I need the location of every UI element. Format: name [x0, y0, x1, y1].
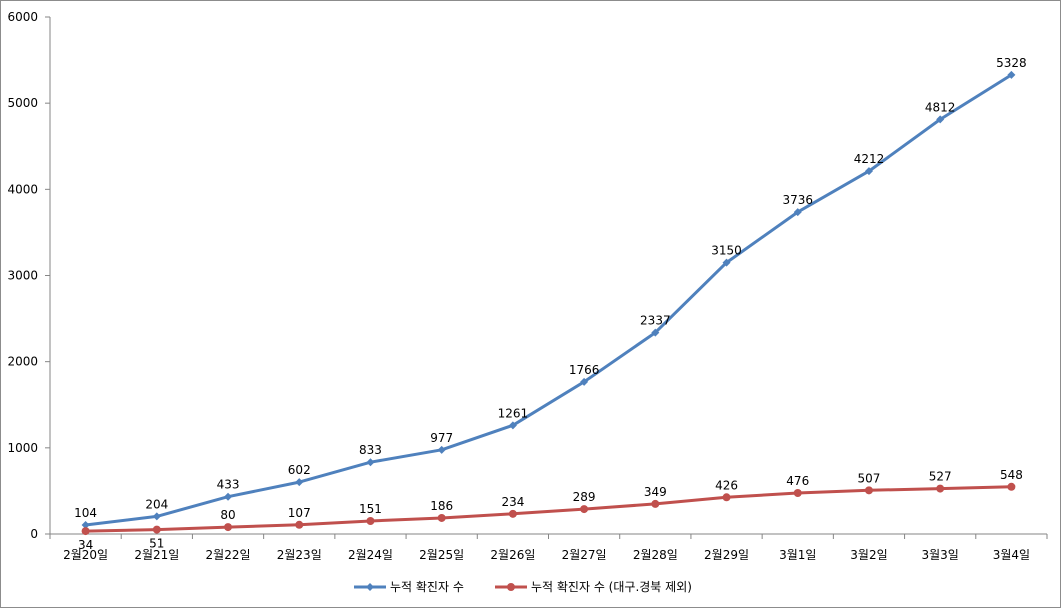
x-tick-label: 3월1일	[779, 548, 816, 562]
x-tick-label: 3월3일	[921, 548, 958, 562]
legend-label-2: 누적 확진자 수 (대구.경북 제외)	[531, 580, 692, 594]
series-1-point	[722, 258, 731, 267]
series-2-point	[81, 527, 90, 536]
data-label: 602	[288, 463, 311, 477]
series-2-point	[580, 505, 589, 514]
data-label: 349	[644, 485, 667, 499]
series-1-point	[1007, 70, 1016, 79]
data-label: 4812	[925, 100, 956, 114]
data-labels: 104 204 433 602 833 977 1261 1766 2337 3150 3736 42…	[74, 56, 1027, 552]
data-label: 34	[78, 538, 93, 552]
x-tick-label: 2월22일	[206, 548, 251, 562]
x-tick-label: 2월24일	[348, 548, 393, 562]
x-tick-label: 3월2일	[850, 548, 887, 562]
y-tick-label: 4000	[7, 182, 38, 196]
x-tick-label: 3월4일	[993, 548, 1030, 562]
series-2-point	[936, 484, 945, 493]
data-label: 4212	[854, 152, 885, 166]
series-1-point	[864, 167, 873, 176]
series-1-point	[508, 421, 517, 430]
y-tick-label: 3000	[7, 269, 38, 283]
series-line-1	[84, 73, 1013, 527]
y-tick-label: 1000	[7, 441, 38, 455]
data-label: 234	[501, 495, 524, 509]
data-label: 107	[288, 506, 311, 520]
series-1-point	[366, 458, 375, 467]
series-2-point	[224, 523, 233, 532]
x-tick-label: 2월25일	[419, 548, 464, 562]
series-2-point	[793, 488, 802, 497]
series-1-point	[936, 115, 945, 124]
data-label: 3150	[711, 244, 742, 258]
data-label: 1766	[569, 363, 600, 377]
series-1-point	[295, 478, 304, 487]
legend-label-1: 누적 확진자 수	[390, 580, 464, 594]
x-tick-label: 2월28일	[633, 548, 678, 562]
data-label: 507	[858, 471, 881, 485]
data-label: 527	[929, 470, 952, 484]
data-label: 289	[573, 490, 596, 504]
x-tick-label: 2월21일	[134, 548, 179, 562]
series-2-point	[366, 516, 375, 525]
data-label: 977	[430, 431, 453, 445]
data-label: 5328	[996, 56, 1027, 70]
series-2-point	[864, 486, 873, 495]
legend: 누적 확진자 수 누적 확진자 수 (대구.경북 제외)	[354, 580, 692, 594]
x-tick-label: 2월29일	[704, 548, 749, 562]
data-label: 1261	[498, 406, 529, 420]
series-1-point	[437, 445, 446, 454]
series-2-point	[437, 513, 446, 522]
axes: 0 1000 2000 3000 4000 5000 6000 2월20일 2월21일 2월22일…	[7, 10, 1048, 562]
y-tick-label: 0	[30, 527, 38, 541]
x-tick-label: 2월23일	[277, 548, 322, 562]
y-tick-label: 6000	[7, 10, 38, 24]
data-label: 80	[220, 508, 235, 522]
series-1-point	[793, 208, 802, 217]
data-label: 204	[145, 497, 168, 511]
data-label: 104	[74, 506, 97, 520]
series-2-point	[295, 520, 304, 529]
series-line-2	[84, 485, 1013, 533]
series-2-point	[1007, 482, 1016, 491]
series-layer	[81, 70, 1016, 536]
series-1-point	[152, 512, 161, 521]
legend-marker-diamond	[366, 583, 374, 591]
data-label: 476	[786, 474, 809, 488]
data-label: 833	[359, 443, 382, 457]
series-1-point	[651, 328, 660, 337]
x-tick-label: 2월26일	[490, 548, 535, 562]
y-tick-label: 5000	[7, 96, 38, 110]
series-2-point	[722, 493, 731, 502]
x-tick-label: 2월27일	[562, 548, 607, 562]
data-label: 2337	[640, 314, 671, 328]
data-label: 3736	[782, 193, 813, 207]
data-label: 433	[217, 478, 240, 492]
data-label: 548	[1000, 468, 1023, 482]
data-label: 186	[430, 499, 453, 513]
y-tick-label: 2000	[7, 355, 38, 369]
data-label: 51	[149, 537, 164, 551]
series-1-point	[580, 377, 589, 386]
data-label: 151	[359, 502, 382, 516]
series-2-point	[651, 499, 660, 508]
legend-marker-circle	[507, 583, 515, 591]
data-label: 426	[715, 478, 738, 492]
series-2-point	[152, 525, 161, 534]
series-1-point	[81, 521, 90, 530]
x-tick-label: 2월20일	[63, 548, 108, 562]
series-2-point	[508, 509, 517, 518]
series-1-point	[224, 492, 233, 501]
